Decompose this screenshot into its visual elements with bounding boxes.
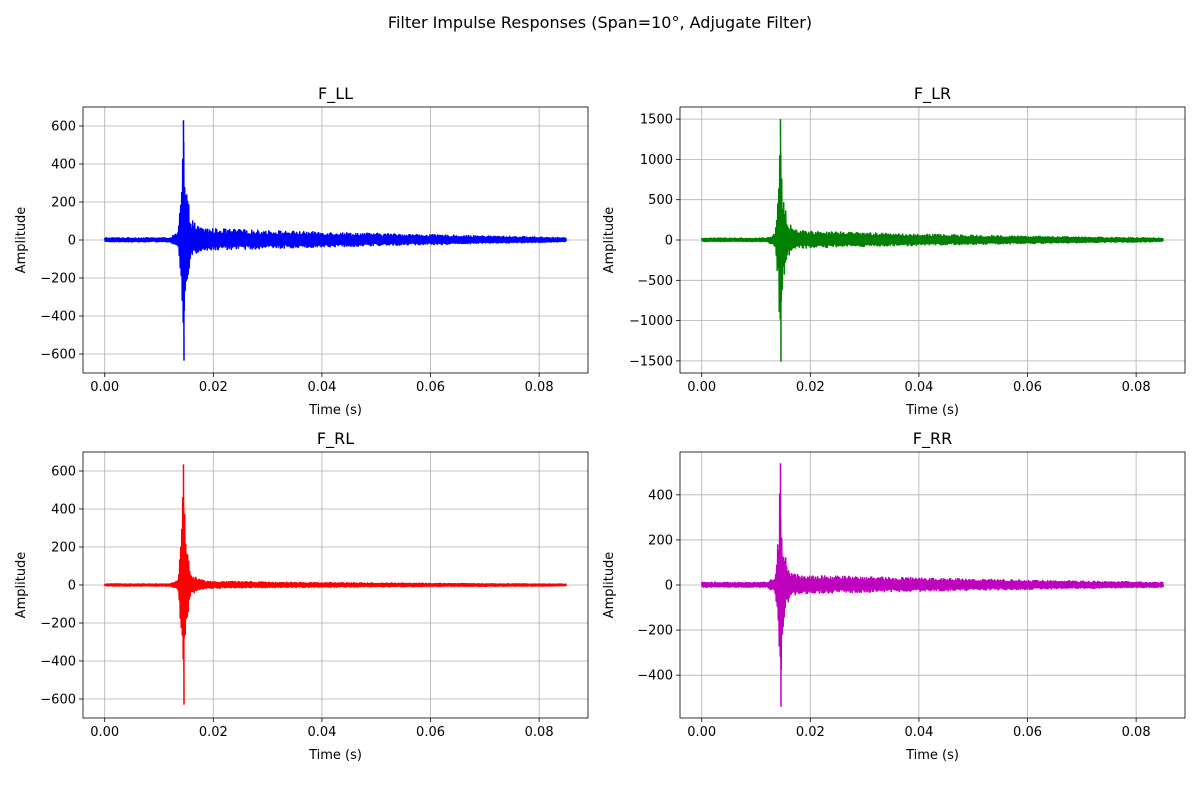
subplot-f-ll: 0.00 0.02 0.04 0.06 0.08 −600 −400 −200 0 200 400 6…	[14, 84, 589, 418]
y-tick-label: 0	[68, 234, 76, 249]
y-tick-label: −400	[40, 655, 76, 670]
y-tick-label: 600	[51, 120, 76, 135]
y-axis-label: Amplitude	[602, 207, 617, 274]
subplot-title: F_LL	[318, 84, 353, 104]
signal-line	[103, 464, 567, 705]
x-axis-label: Time (s)	[905, 748, 959, 763]
y-tick-label: −600	[40, 693, 76, 708]
y-tick-label: −600	[40, 348, 76, 363]
x-tick-label: 0.04	[307, 725, 336, 740]
y-axis-label: Amplitude	[14, 552, 29, 619]
subplot-title: F_RL	[317, 429, 354, 449]
x-tick-label: 0.00	[687, 380, 716, 395]
y-tick-label: −500	[637, 274, 673, 289]
x-tick-label: 0.02	[796, 380, 825, 395]
y-tick-label: 400	[648, 488, 673, 503]
x-tick-label: 0.08	[525, 380, 554, 395]
y-tick-label: −1500	[629, 354, 673, 369]
y-tick-label: −400	[637, 669, 673, 684]
y-tick-label: −200	[40, 272, 76, 287]
x-axis-label: Time (s)	[905, 403, 959, 418]
x-axis-label: Time (s)	[308, 403, 362, 418]
x-tick-label: 0.06	[1013, 380, 1042, 395]
subplot-title: F_RR	[913, 429, 952, 449]
subplot-f-lr: 0.00 0.02 0.04 0.06 0.08 −1500 −1000 −500 0 500 10…	[602, 84, 1186, 418]
y-tick-label: 200	[51, 541, 76, 556]
x-tick-label: 0.04	[904, 380, 933, 395]
subplot-f-rl: 0.00 0.02 0.04 0.06 0.08 −600 −400 −200 0 200 400 6…	[14, 429, 589, 763]
y-tick-label: 600	[51, 465, 76, 480]
y-tick-label: 0	[68, 579, 76, 594]
subplot-f-rr: 0.00 0.02 0.04 0.06 0.08 −400 −200 0 200 400 F_RR T…	[602, 429, 1186, 763]
signal-line	[103, 120, 567, 361]
x-tick-label: 0.06	[416, 725, 445, 740]
x-tick-label: 0.00	[90, 725, 119, 740]
subplot-title: F_LR	[914, 84, 951, 104]
x-tick-label: 0.08	[1122, 725, 1151, 740]
x-tick-label: 0.02	[796, 725, 825, 740]
y-tick-label: −400	[40, 310, 76, 325]
signal-line	[700, 463, 1164, 707]
x-tick-label: 0.06	[416, 380, 445, 395]
y-tick-label: 0	[665, 234, 673, 249]
x-tick-label: 0.00	[90, 380, 119, 395]
x-tick-label: 0.02	[199, 725, 228, 740]
y-tick-label: 400	[51, 158, 76, 173]
x-tick-label: 0.02	[199, 380, 228, 395]
y-tick-label: 1500	[640, 113, 673, 128]
y-axis-label: Amplitude	[602, 552, 617, 619]
signal-line	[700, 119, 1164, 362]
x-tick-label: 0.00	[687, 725, 716, 740]
x-tick-label: 0.04	[904, 725, 933, 740]
y-tick-label: 0	[665, 579, 673, 594]
y-tick-label: −200	[637, 624, 673, 639]
y-tick-label: −200	[40, 617, 76, 632]
figure-title: Filter Impulse Responses (Span=10°, Adju…	[387, 13, 813, 32]
y-tick-label: 200	[51, 196, 76, 211]
y-tick-label: −1000	[629, 314, 673, 329]
y-tick-label: 200	[648, 533, 673, 548]
x-tick-label: 0.08	[525, 725, 554, 740]
y-tick-label: 500	[648, 193, 673, 208]
x-tick-label: 0.08	[1122, 380, 1151, 395]
x-tick-label: 0.06	[1013, 725, 1042, 740]
y-axis-label: Amplitude	[14, 207, 29, 274]
x-tick-label: 0.04	[307, 380, 336, 395]
y-tick-label: 400	[51, 503, 76, 518]
x-axis-label: Time (s)	[308, 748, 362, 763]
y-tick-label: 1000	[640, 153, 673, 168]
